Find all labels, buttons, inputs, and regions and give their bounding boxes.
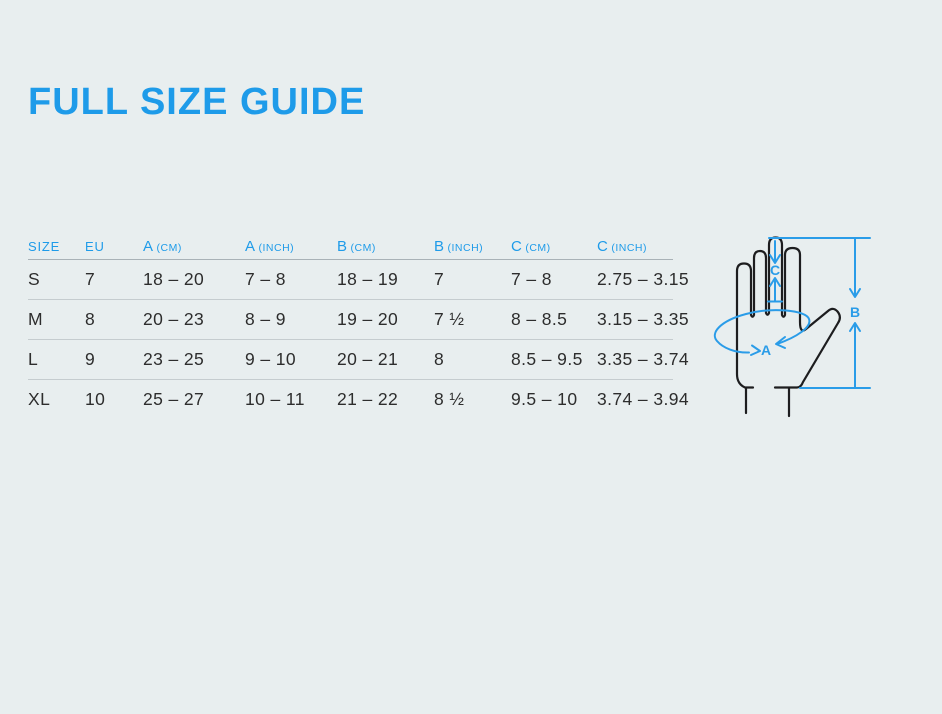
- label-c: C: [770, 262, 780, 278]
- column-header-a-inch: A (INCH): [245, 237, 295, 255]
- hand-outline-icon: [735, 236, 841, 418]
- cell-b-cm: 18 – 19: [337, 269, 399, 289]
- cell-a-cm: 23 – 25: [143, 349, 205, 369]
- table-row-s: S 7 18 – 20 7 – 8 18 – 19 7 7 – 8 2.75 –…: [28, 260, 689, 300]
- cell-b-cm: 21 – 22: [337, 389, 399, 409]
- cell-b-cm: 20 – 21: [337, 349, 399, 369]
- label-a: A: [761, 342, 771, 358]
- measurement-annotations: [713, 237, 871, 389]
- cell-b-inch: 7: [434, 269, 445, 289]
- cell-a-inch: 9 – 10: [245, 349, 297, 369]
- column-header-c-cm: C (CM): [511, 237, 551, 255]
- arrow-right-icon: [750, 344, 761, 356]
- cell-a-cm: 20 – 23: [143, 309, 205, 329]
- cell-b-inch: 8 ½: [434, 389, 465, 409]
- arrow-left-icon: [775, 336, 786, 349]
- cell-size: XL: [28, 389, 51, 409]
- arrow-up-icon: [769, 277, 781, 287]
- cell-a-inch: 10 – 11: [245, 389, 305, 409]
- cell-c-inch: 3.35 – 3.74: [597, 349, 689, 369]
- arrow-down-icon: [769, 254, 781, 264]
- cell-c-cm: 9.5 – 10: [511, 389, 578, 409]
- cell-a-cm: 25 – 27: [143, 389, 205, 409]
- cell-size: M: [28, 309, 43, 329]
- table-row-l: L 9 23 – 25 9 – 10 20 – 21 8 8.5 – 9.5 3…: [28, 340, 689, 380]
- cell-c-inch: 2.75 – 3.15: [597, 269, 689, 289]
- cell-a-inch: 7 – 8: [245, 269, 286, 289]
- table-row-m: M 8 20 – 23 8 – 9 19 – 20 7 ½ 8 – 8.5 3.…: [28, 300, 689, 340]
- cell-eu: 7: [85, 269, 96, 289]
- cell-c-inch: 3.74 – 3.94: [597, 389, 689, 409]
- column-header-b-inch: B (INCH): [434, 237, 484, 255]
- arrow-down-icon: [849, 288, 861, 298]
- column-header-c-inch: C (INCH): [597, 237, 648, 255]
- size-table: SIZE EU A (CM) A (INCH) B (CM) B (INCH) C (CM…: [28, 234, 689, 419]
- a-circumference-ellipse: [713, 309, 811, 354]
- column-header-a-cm: A (CM): [143, 237, 182, 255]
- column-header-b-cm: B (CM): [337, 237, 376, 255]
- cell-size: S: [28, 269, 41, 289]
- cell-a-cm: 18 – 20: [143, 269, 205, 289]
- page-title: FULL SIZE GUIDE: [28, 81, 366, 123]
- cell-size: L: [28, 349, 39, 369]
- arrow-up-icon: [849, 322, 861, 332]
- cell-b-inch: 8: [434, 349, 445, 369]
- cell-c-inch: 3.15 – 3.35: [597, 309, 689, 329]
- table-header-row: SIZE EU A (CM) A (INCH) B (CM) B (INCH) C (CM…: [28, 234, 673, 260]
- cell-b-inch: 7 ½: [434, 309, 465, 329]
- cell-b-cm: 19 – 20: [337, 309, 399, 329]
- cell-a-inch: 8 – 9: [245, 309, 286, 329]
- table-row-xl: XL 10 25 – 27 10 – 11 21 – 22 8 ½ 9.5 – …: [28, 380, 689, 419]
- cell-eu: 8: [85, 309, 96, 329]
- label-b: B: [850, 304, 860, 320]
- cell-c-cm: 8.5 – 9.5: [511, 349, 583, 369]
- hand-measurement-diagram-icon: A B C: [713, 236, 871, 418]
- column-header-eu: EU: [85, 238, 105, 254]
- cell-c-cm: 8 – 8.5: [511, 309, 568, 329]
- cell-c-cm: 7 – 8: [511, 269, 552, 289]
- cell-eu: 9: [85, 349, 96, 369]
- cell-eu: 10: [85, 389, 106, 409]
- column-header-size: SIZE: [28, 238, 61, 254]
